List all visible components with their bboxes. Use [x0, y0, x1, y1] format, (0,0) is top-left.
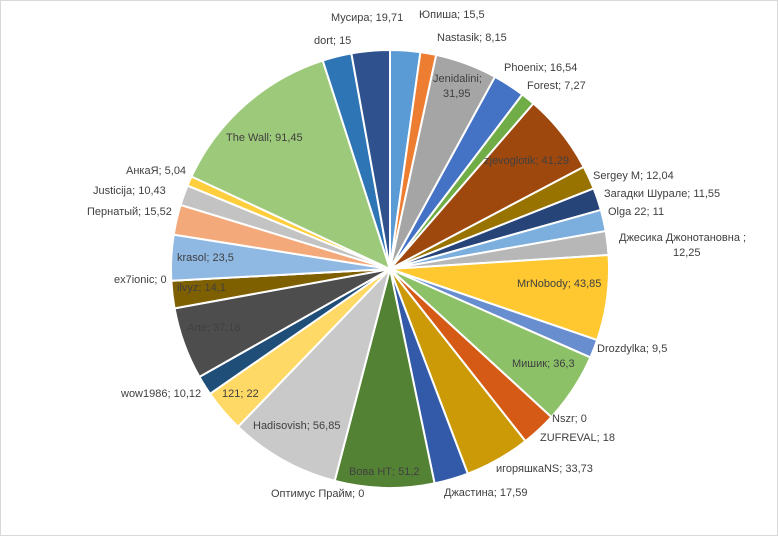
pie-label-28: АнкаЯ; 5,04 [126, 165, 186, 177]
pie-label-9: Джесика Джонотановна ; 12,25 [619, 232, 746, 259]
pie-label-26: Пернатый; 15,52 [87, 206, 172, 218]
pie-label-20: 121; 22 [222, 388, 259, 400]
pie-label-24: ex7ionic; 0 [114, 274, 167, 286]
pie-label-11: Drozdylka; 9,5 [597, 343, 667, 355]
pie-label-12: Мишик; 36,3 [512, 358, 575, 370]
pie-labels: Юпиша; 15,5 Nastasik; 8,15 Jenidalini; 31,9… [87, 9, 746, 500]
pie-slice-17 [333, 268, 436, 489]
pie-label-29: The Wall; 91,45 [226, 132, 303, 144]
pie-label-17: Вова НТ; 51,2 [349, 466, 420, 478]
pie-label-1: Nastasik; 8,15 [437, 32, 507, 44]
pie-label-13: Nszr; 0 [552, 413, 587, 425]
pie-label-30: dort; 15 [314, 35, 351, 47]
pie-label-6: Sergey M; 12,04 [593, 170, 674, 182]
pie-label-5: zjevoglotik; 41,29 [484, 155, 569, 167]
pie-label-3: Phoenix; 16,54 [504, 62, 577, 74]
pie-label-25: krasol; 23,5 [177, 252, 234, 264]
pie-label-8: Olga 22; 11 [608, 206, 664, 218]
pie-label-15: игоряшкаNS; 33,73 [496, 463, 593, 475]
pie-label-0: Юпиша; 15,5 [419, 9, 485, 21]
pie-label-31: Мусира; 19,71 [331, 12, 403, 24]
pie-slice-19 [237, 268, 391, 482]
pie-label-14: ZUFREVAL; 18 [540, 432, 615, 444]
pie-label-10: MrNobody; 43,85 [517, 278, 601, 290]
pie-label-22: Але; 37,18 [187, 322, 241, 334]
pie-slice-29 [190, 59, 391, 270]
pie-label-27: Justicija; 10,43 [93, 185, 166, 197]
pie-label-16: Джастина; 17,59 [444, 487, 527, 499]
pie-label-18: Оптимус Прайм; 0 [271, 488, 364, 500]
pie-slice-31 [350, 49, 391, 270]
pie-slices [170, 48, 610, 489]
pie-label-23: ilvyz; 14,1 [177, 282, 226, 294]
pie-label-2: Jenidalini; 31,95 [433, 73, 482, 100]
pie-label-7: Загадки Шурале; 11,55 [604, 188, 720, 200]
pie-label-4: Forest; 7,27 [527, 80, 586, 92]
pie-label-19: Hadisovish; 56,85 [253, 420, 340, 432]
pie-label-21: wow1986; 10,12 [120, 388, 201, 400]
